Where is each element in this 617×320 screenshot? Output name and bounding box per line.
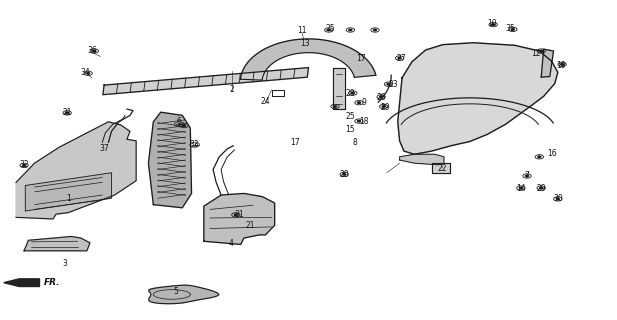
Text: 3: 3	[63, 259, 68, 268]
Text: FR.: FR.	[44, 278, 60, 287]
Circle shape	[373, 29, 376, 31]
Polygon shape	[149, 285, 218, 304]
Text: 15: 15	[346, 125, 355, 134]
Text: 14: 14	[516, 184, 526, 193]
Circle shape	[398, 57, 401, 59]
Circle shape	[557, 198, 559, 200]
Text: 10: 10	[487, 19, 497, 28]
Text: 16: 16	[547, 149, 557, 158]
Circle shape	[538, 156, 541, 157]
Text: 9: 9	[362, 98, 366, 107]
Circle shape	[23, 165, 25, 166]
Text: 12: 12	[531, 49, 541, 58]
Text: 29: 29	[536, 184, 546, 193]
Polygon shape	[24, 236, 90, 251]
Text: 19: 19	[556, 60, 566, 69]
Circle shape	[357, 120, 360, 122]
Circle shape	[334, 106, 336, 107]
Circle shape	[349, 29, 352, 31]
Text: 7: 7	[524, 172, 529, 180]
Text: 8: 8	[352, 138, 357, 147]
Text: 5: 5	[174, 287, 178, 296]
Text: 26: 26	[376, 93, 386, 102]
Polygon shape	[25, 173, 112, 211]
Text: 13: 13	[300, 39, 310, 48]
Circle shape	[387, 84, 390, 85]
Text: 27: 27	[396, 53, 405, 62]
Circle shape	[511, 28, 515, 30]
Polygon shape	[204, 194, 275, 244]
Text: 17: 17	[290, 138, 300, 147]
Text: 31: 31	[234, 210, 244, 219]
Circle shape	[342, 173, 346, 175]
Circle shape	[379, 96, 383, 98]
Text: 23: 23	[389, 80, 398, 89]
Text: 11: 11	[297, 27, 307, 36]
Polygon shape	[432, 163, 450, 173]
Text: 37: 37	[99, 144, 109, 153]
Text: 28: 28	[346, 89, 355, 98]
Circle shape	[93, 50, 96, 52]
Circle shape	[526, 175, 529, 177]
Polygon shape	[400, 154, 444, 165]
Polygon shape	[333, 68, 346, 109]
Text: 32: 32	[19, 160, 29, 169]
Circle shape	[86, 73, 89, 74]
Circle shape	[540, 50, 543, 52]
Polygon shape	[241, 39, 376, 80]
Text: 20: 20	[339, 170, 349, 179]
Text: 29: 29	[381, 103, 391, 112]
Text: 6: 6	[177, 117, 181, 126]
Circle shape	[540, 187, 543, 189]
Circle shape	[328, 29, 330, 31]
Circle shape	[492, 24, 495, 25]
Text: 25: 25	[346, 113, 355, 122]
Text: 33: 33	[190, 140, 199, 148]
Text: 22: 22	[438, 164, 447, 173]
Circle shape	[520, 187, 523, 189]
Circle shape	[382, 106, 385, 107]
Text: 1: 1	[66, 194, 71, 203]
Text: 21: 21	[62, 108, 72, 117]
Text: 21: 21	[246, 221, 255, 230]
Circle shape	[357, 102, 360, 103]
Text: 17: 17	[356, 53, 366, 62]
Circle shape	[351, 92, 354, 94]
Polygon shape	[103, 68, 308, 95]
Text: 30: 30	[553, 194, 563, 204]
Text: 4: 4	[229, 239, 234, 248]
Polygon shape	[16, 122, 136, 219]
Polygon shape	[4, 279, 39, 286]
Circle shape	[183, 125, 186, 126]
Text: 18: 18	[359, 117, 368, 126]
Text: 24: 24	[260, 97, 270, 106]
Circle shape	[561, 64, 563, 65]
Text: 2: 2	[229, 85, 234, 94]
Circle shape	[234, 214, 238, 216]
Polygon shape	[149, 112, 191, 208]
Text: 34: 34	[81, 68, 91, 77]
Text: 25: 25	[325, 24, 335, 33]
Circle shape	[66, 112, 68, 114]
Polygon shape	[541, 49, 553, 77]
Text: 36: 36	[87, 45, 97, 55]
Polygon shape	[398, 43, 558, 154]
Text: 35: 35	[505, 24, 515, 33]
